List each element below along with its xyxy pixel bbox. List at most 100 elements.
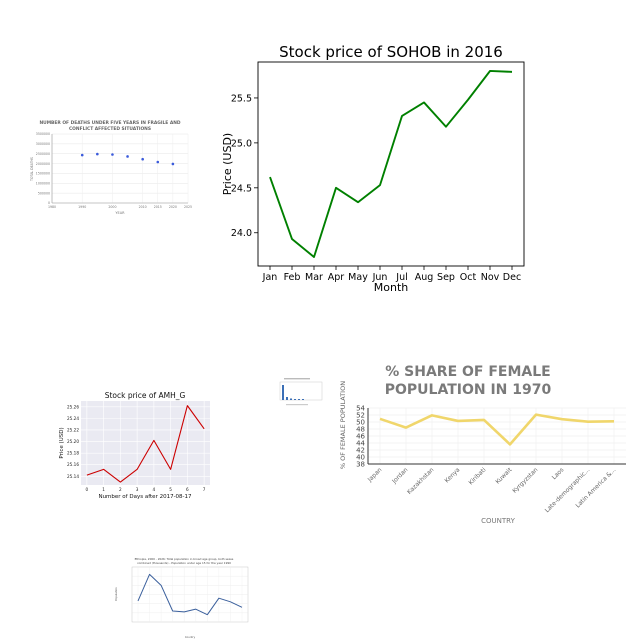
amh-y-tick-label: 25.14 xyxy=(67,474,79,479)
amh-y-tick-label: 25.20 xyxy=(67,439,79,444)
ethiopia-plot-area xyxy=(131,566,249,623)
female-x-tick-label: Jordan xyxy=(390,466,409,485)
amh-chart: Stock price of AMH_G 25.14 25.16 25.18 25.2… xyxy=(59,391,210,500)
sohob-x-tick-label: Oct xyxy=(460,272,477,283)
female-y-axis-label: % OF FEMALE POPULATION xyxy=(339,381,347,469)
ethiopia-chart: Ethiopia, 2000 - 2026: Total population … xyxy=(114,557,249,639)
deaths-data-point xyxy=(156,160,160,164)
amh-plot-background xyxy=(81,401,210,485)
female-x-tick-label: Laos xyxy=(551,466,566,481)
amh-y-axis-label: Price (USD) xyxy=(59,427,65,458)
sohob-x-tick-label: Mar xyxy=(305,272,323,283)
deaths-plot-area: 0 500000 1000000 1500000 2000000 2500000 30000… xyxy=(36,132,192,209)
sohob-y-tick-label: 25.5 xyxy=(231,93,252,104)
female-x-tick-label: Japan xyxy=(366,466,384,484)
deaths-x-tick-label: 2025 xyxy=(184,205,192,209)
amh-y-tick-label: 25.18 xyxy=(67,451,79,456)
sohob-y-tick-label: 24.0 xyxy=(231,228,252,239)
ethiopia-x-axis-label: Country xyxy=(185,635,196,639)
female-x-tick-label: Late-demographic... xyxy=(544,466,592,514)
deaths-x-axis-label: YEAR xyxy=(115,211,125,215)
female-x-axis-label: COUNTRY xyxy=(481,517,515,525)
female-y-tick-label: 42 xyxy=(356,447,365,455)
deaths-y-tick-label: 2500000 xyxy=(36,152,50,156)
sohob-x-tick-label: Feb xyxy=(284,272,301,283)
deaths-chart-title-line2: CONFLICT AFFECTED SITUATIONS xyxy=(69,126,151,132)
female-chart: % SHARE OF FEMALE POPULATION IN 1970 384… xyxy=(339,364,626,525)
deaths-x-tick-label: 2015 xyxy=(154,205,162,209)
amh-x-tick-label: 5 xyxy=(169,487,172,492)
deaths-x-tick-label: 1990 xyxy=(78,205,86,209)
amh-y-tick-label: 25.26 xyxy=(67,404,79,409)
ethiopia-chart-title-line2: combined (thousands) - Population under … xyxy=(137,561,231,565)
deaths-data-point xyxy=(126,155,129,158)
deaths-data-point xyxy=(171,162,175,166)
female-x-tick-label: Kenya xyxy=(443,466,461,484)
ethiopia-chart-title-line1: Ethiopia, 2000 - 2026: Total population … xyxy=(135,557,234,561)
sohob-plot-area: 24.0 24.5 25.0 25.5 Jan Feb Mar Apr May Jun Jul Aug… xyxy=(231,61,525,283)
sohob-plot-frame xyxy=(257,61,525,267)
mini-bar-chart-thumbnail xyxy=(279,378,323,406)
female-x-tick-label: Kazakhstan xyxy=(406,466,436,496)
female-y-tick-label: 46 xyxy=(356,433,365,441)
sohob-x-tick-label: Nov xyxy=(481,272,500,283)
deaths-x-tick-label: 2000 xyxy=(108,205,116,209)
ethiopia-y-axis-label: Population xyxy=(114,587,118,601)
deaths-y-tick-label: 500000 xyxy=(38,191,50,195)
amh-series-line xyxy=(86,405,205,483)
deaths-x-tick-label: 2010 xyxy=(139,205,147,209)
amh-plot-area: 25.14 25.16 25.18 25.20 25.22 25.24 25.26 0 1 2 3 4… xyxy=(67,401,210,492)
amh-x-tick-label: 0 xyxy=(86,487,89,492)
sohob-x-axis-label: Month xyxy=(374,281,409,294)
sohob-series-line xyxy=(269,70,513,258)
sohob-x-tick-label: Aug xyxy=(415,272,434,283)
deaths-y-tick-label: 2000000 xyxy=(36,162,50,166)
deaths-y-tick-label: 3500000 xyxy=(36,132,50,136)
amh-y-tick-label: 25.22 xyxy=(67,427,79,432)
deaths-chart-title-line1: NUMBER OF DEATHS UNDER FIVE YEARS IN FRA… xyxy=(39,120,180,126)
female-y-tick-label: 50 xyxy=(356,419,365,427)
sohob-x-tick-label: Sep xyxy=(437,272,455,283)
deaths-data-point xyxy=(80,153,84,157)
deaths-y-axis-label: TOTAL DEATHS xyxy=(30,157,34,182)
female-y-tick-label: 48 xyxy=(356,426,365,434)
deaths-x-tick-label: 1980 xyxy=(48,205,56,209)
amh-x-tick-label: 2 xyxy=(119,487,122,492)
sohob-x-tick-label: May xyxy=(348,272,368,283)
female-chart-title-line2: POPULATION IN 1970 xyxy=(385,382,552,398)
mini-chart-frame xyxy=(279,381,323,401)
deaths-data-point xyxy=(111,153,114,156)
ethiopia-series-line xyxy=(137,573,243,616)
mini-chart-bar xyxy=(286,397,288,400)
amh-x-tick-label: 4 xyxy=(153,487,156,492)
mini-chart-bar xyxy=(294,399,296,400)
female-series-line xyxy=(379,413,615,446)
deaths-chart: NUMBER OF DEATHS UNDER FIVE YEARS IN FRA… xyxy=(30,120,192,215)
female-y-tick-label: 54 xyxy=(356,405,365,413)
female-y-tick-label: 44 xyxy=(356,440,365,448)
female-chart-title-line1: % SHARE OF FEMALE xyxy=(385,364,550,380)
amh-chart-title: Stock price of AMH_G xyxy=(105,391,186,400)
sohob-y-tick-label: 24.5 xyxy=(231,183,252,194)
mini-chart-bar xyxy=(282,385,284,400)
deaths-data-point xyxy=(96,152,99,156)
sohob-x-tick-label: Jun xyxy=(372,272,388,283)
sohob-x-tick-label: Apr xyxy=(328,272,345,283)
female-y-tick-label: 38 xyxy=(356,461,365,469)
deaths-y-tick-label: 1500000 xyxy=(36,172,50,176)
amh-x-tick-label: 7 xyxy=(203,487,206,492)
deaths-x-tick-label: 2020 xyxy=(169,205,177,209)
mini-chart-axis-marks xyxy=(286,404,308,406)
female-y-tick-label: 40 xyxy=(356,454,365,462)
female-x-tick-label: Kuwait xyxy=(494,466,514,486)
mini-chart-bar xyxy=(298,399,300,400)
mini-chart-bar xyxy=(290,398,292,400)
amh-x-tick-label: 6 xyxy=(186,487,189,492)
amh-x-tick-label: 1 xyxy=(102,487,105,492)
female-x-tick-label: Kiribati xyxy=(467,466,487,486)
sohob-chart: Stock price of SOHOB in 2016 24.0 24.5 25.… xyxy=(221,43,525,294)
deaths-y-tick-label: 3000000 xyxy=(36,142,50,146)
amh-y-tick-label: 25.24 xyxy=(67,416,79,421)
sohob-x-tick-label: Dec xyxy=(503,272,521,283)
